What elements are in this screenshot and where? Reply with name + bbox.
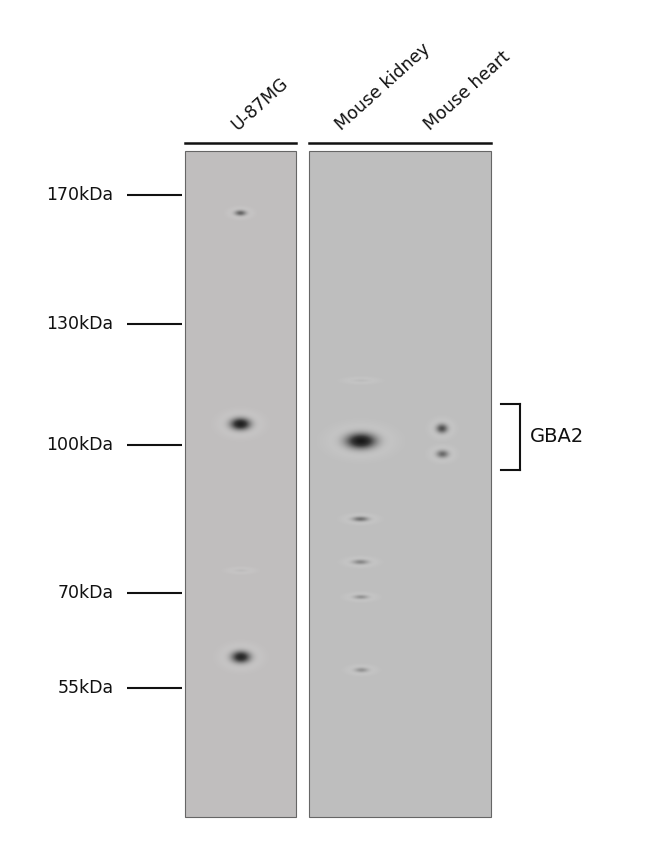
- Bar: [185, 151, 296, 817]
- Text: 170kDa: 170kDa: [47, 186, 114, 203]
- Text: U-87MG: U-87MG: [228, 74, 292, 134]
- Text: 70kDa: 70kDa: [58, 584, 114, 601]
- Text: Mouse kidney: Mouse kidney: [332, 40, 434, 134]
- Text: 55kDa: 55kDa: [58, 679, 114, 696]
- Text: 100kDa: 100kDa: [47, 437, 114, 454]
- Text: Mouse heart: Mouse heart: [420, 48, 513, 134]
- Bar: [309, 151, 491, 817]
- Text: GBA2: GBA2: [530, 427, 584, 446]
- Text: 130kDa: 130kDa: [47, 316, 114, 333]
